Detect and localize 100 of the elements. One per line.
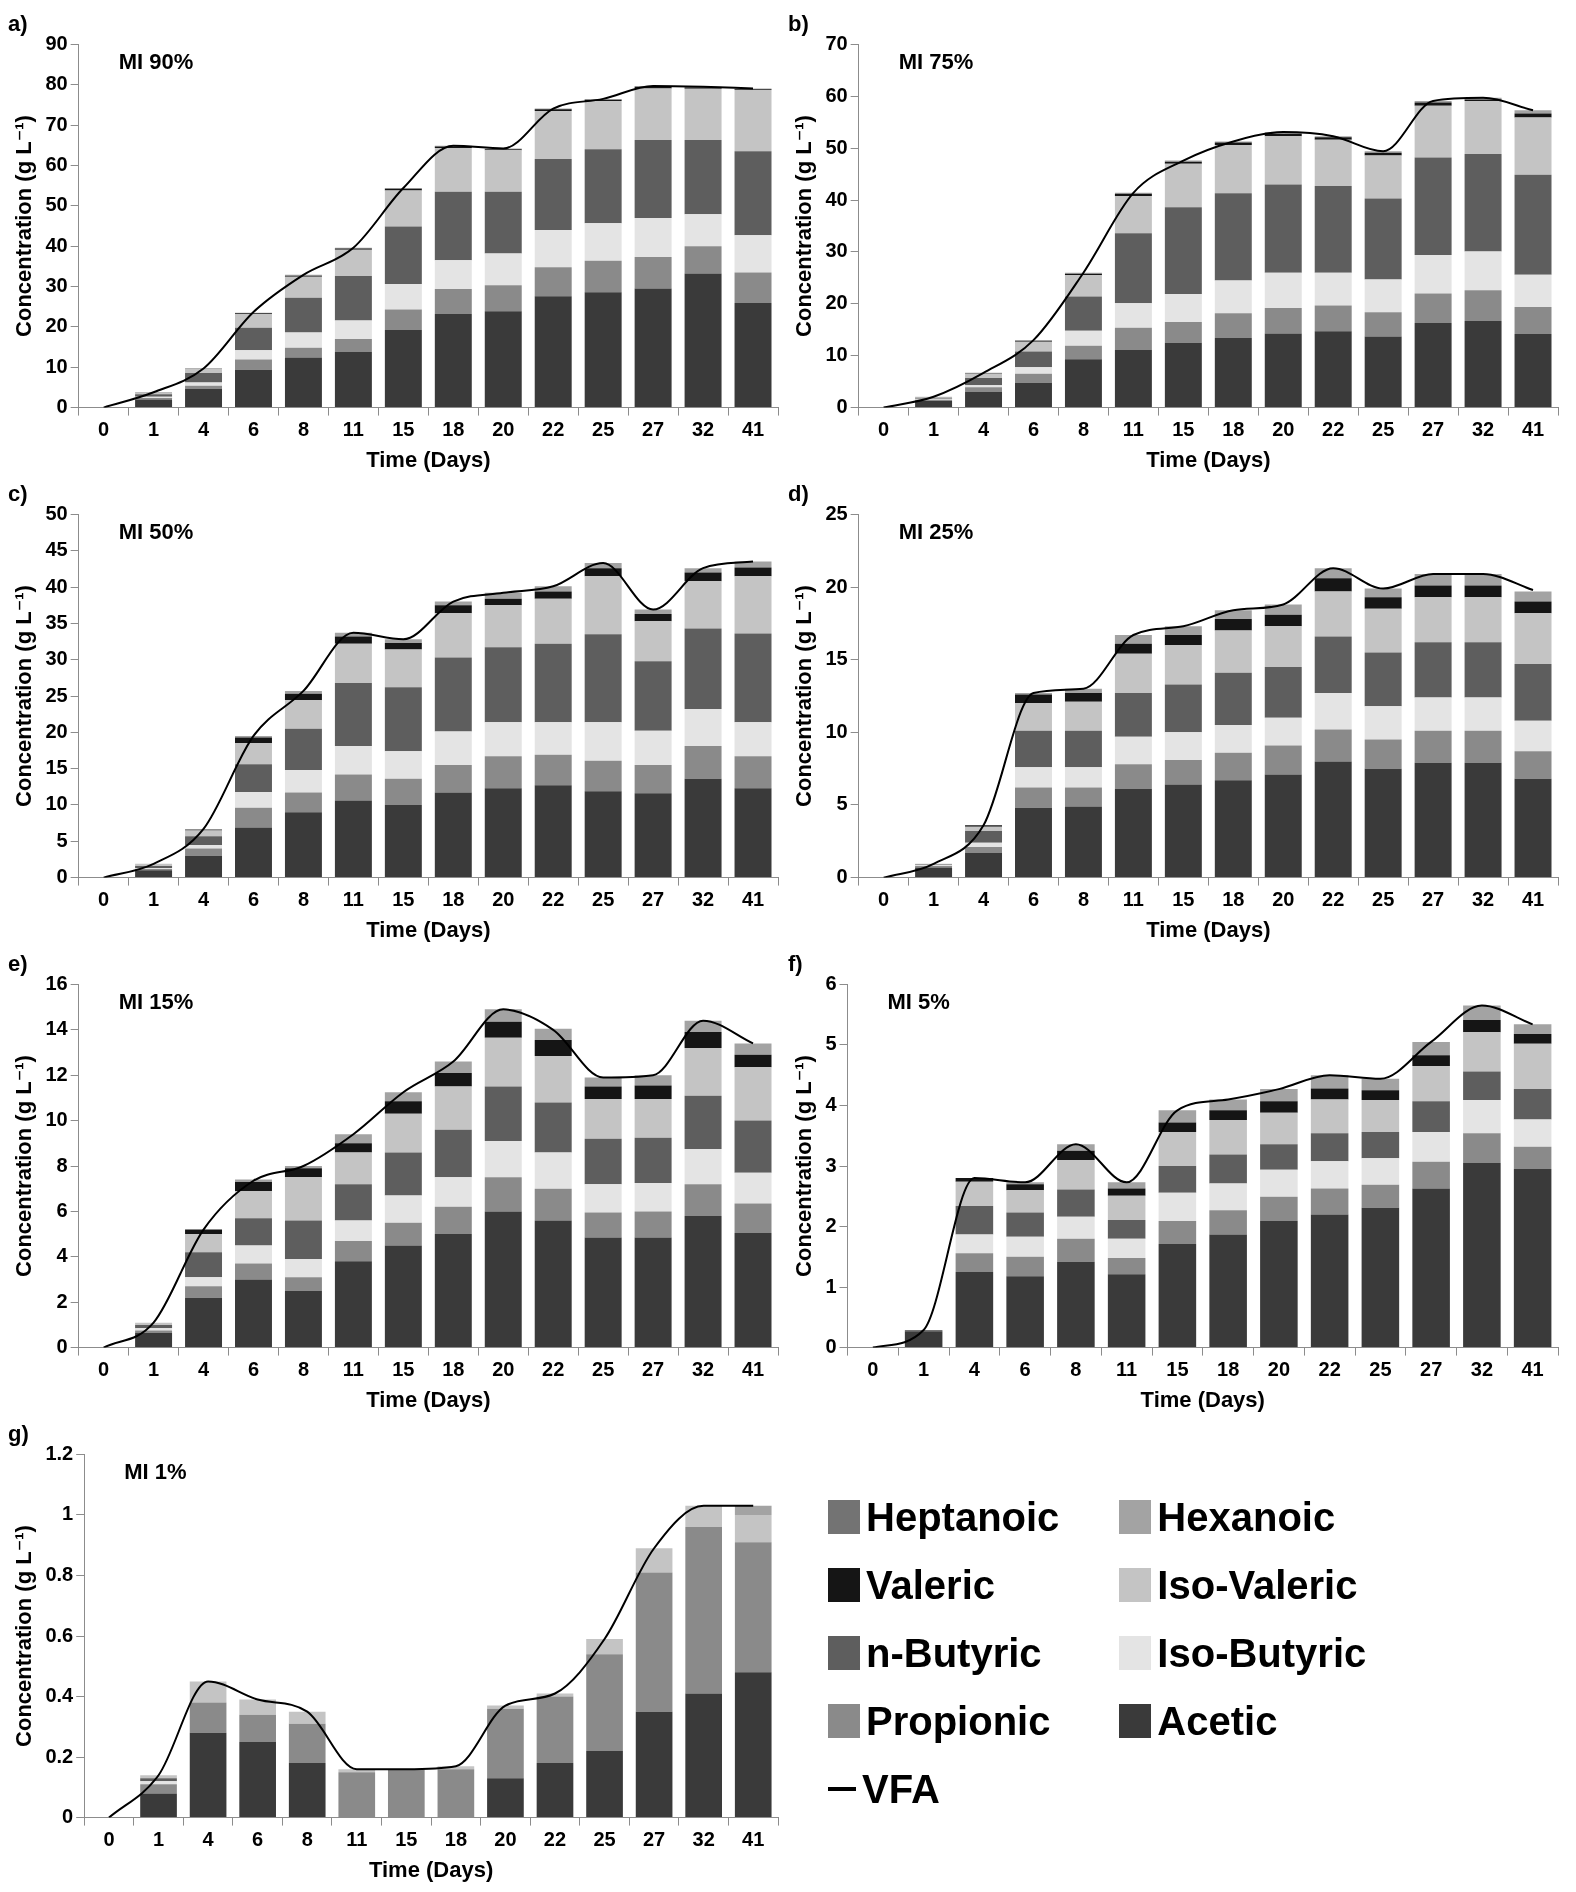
x-tick-label: 15	[392, 888, 415, 911]
x-tick-label: 0	[98, 888, 110, 911]
x-tick-label: 15	[395, 1828, 418, 1851]
y-tick-label: 2	[56, 1289, 68, 1312]
x-tick-label: 4	[197, 888, 210, 911]
x-tick-label: 20	[1272, 888, 1295, 911]
y-tick-label: 35	[45, 610, 68, 633]
x-tick-label: 41	[742, 1828, 765, 1851]
y-tick-label: 90	[45, 31, 68, 54]
chart-title: g)	[8, 1421, 29, 1447]
y-tick-label: 1	[825, 1274, 837, 1297]
y-tick-label: 0	[825, 1335, 837, 1358]
x-tick-label: 6	[1027, 888, 1040, 911]
x-tick-label: 41	[741, 418, 765, 441]
x-tick-label: 20	[492, 888, 515, 911]
y-tick-label: 0.6	[45, 1623, 74, 1646]
y-tick-label: 40	[45, 574, 68, 597]
x-tick-label: 18	[1222, 418, 1245, 441]
y-tick-label: 0	[56, 865, 68, 888]
x-tick-label: 1	[918, 1358, 930, 1381]
x-tick-label: 15	[1172, 418, 1195, 441]
x-tick-label: 32	[691, 1358, 715, 1381]
x-tick-label: 27	[1421, 888, 1445, 911]
x-tick-label: 25	[592, 418, 615, 441]
x-tick-label: 1	[148, 888, 160, 911]
legend-label: Hexanoic	[1157, 1494, 1336, 1540]
legend-label: Iso-Valeric	[1157, 1562, 1358, 1608]
x-tick-label: 27	[1421, 418, 1445, 441]
x-tick-label: 8	[297, 418, 309, 441]
x-axis-title: Time (Days)	[1146, 446, 1271, 472]
y-tick-label: 25	[45, 683, 68, 706]
x-tick-label: 6	[247, 418, 260, 441]
y-tick-label: 70	[45, 112, 68, 135]
x-tick-label: 25	[1372, 418, 1395, 441]
x-axis-title: Time (Days)	[368, 1856, 494, 1882]
x-tick-label: 27	[1420, 1358, 1443, 1381]
y-axis-title: Concentration (g L⁻¹)	[11, 115, 37, 337]
x-tick-label: 4	[968, 1358, 981, 1381]
x-tick-label: 15	[1166, 1358, 1189, 1381]
x-tick-label: 6	[247, 888, 260, 911]
y-tick-label: 20	[45, 314, 68, 337]
y-tick-label: 45	[45, 538, 68, 561]
y-tick-label: 10	[825, 343, 848, 366]
legend-label: VFA	[862, 1766, 940, 1812]
x-tick-label: 0	[98, 418, 110, 441]
y-tick-label: 20	[825, 574, 848, 597]
x-tick-label: 6	[1019, 1358, 1031, 1381]
x-tick-label: 11	[1116, 1358, 1138, 1381]
annotation: MI 90%	[118, 49, 194, 75]
x-axis-title: Time (Days)	[366, 1386, 491, 1412]
y-tick-label: 16	[45, 971, 68, 994]
y-tick-label: 10	[45, 354, 68, 377]
x-tick-label: 0	[878, 888, 890, 911]
x-tick-label: 18	[444, 1828, 467, 1851]
x-tick-label: 1	[148, 418, 160, 441]
x-tick-label: 8	[301, 1828, 313, 1851]
x-tick-label: 25	[1369, 1358, 1392, 1381]
y-tick-label: 10	[45, 792, 68, 815]
x-tick-label: 11	[1122, 418, 1144, 441]
legend-label: Acetic	[1157, 1698, 1278, 1744]
x-tick-label: 6	[252, 1828, 264, 1851]
x-tick-label: 1	[928, 888, 940, 911]
legend-label: n-Butyric	[866, 1630, 1042, 1676]
x-tick-label: 27	[642, 1828, 666, 1851]
y-tick-label: 14	[45, 1017, 69, 1040]
y-tick-label: 25	[825, 501, 848, 524]
x-tick-label: 15	[1172, 888, 1195, 911]
x-tick-label: 25	[592, 888, 615, 911]
y-tick-label: 50	[45, 501, 68, 524]
y-axis-title: Concentration (g L⁻¹)	[791, 1055, 817, 1277]
x-tick-label: 4	[202, 1828, 215, 1851]
x-tick-label: 22	[1322, 888, 1345, 911]
x-tick-label: 32	[691, 418, 715, 441]
y-axis-title: Concentration (g L⁻¹)	[11, 1055, 37, 1277]
x-tick-label: 8	[1070, 1358, 1082, 1381]
x-tick-label: 27	[641, 418, 665, 441]
y-tick-label: 0.8	[45, 1562, 74, 1585]
x-tick-label: 22	[1322, 418, 1345, 441]
x-tick-label: 0	[98, 1358, 110, 1381]
x-tick-label: 20	[492, 1358, 515, 1381]
y-tick-label: 0	[56, 1335, 68, 1358]
y-tick-label: 5	[836, 792, 848, 815]
x-tick-label: 22	[542, 1358, 565, 1381]
x-tick-label: 4	[197, 418, 210, 441]
x-tick-label: 20	[492, 418, 515, 441]
chart-title: f)	[788, 951, 803, 977]
x-tick-label: 8	[1077, 888, 1089, 911]
annotation: MI 15%	[118, 989, 194, 1015]
x-tick-label: 15	[392, 1358, 415, 1381]
y-tick-label: 10	[825, 719, 848, 742]
chart-title: d)	[788, 481, 809, 507]
y-tick-label: 10	[45, 1108, 68, 1131]
annotation: MI 50%	[118, 519, 194, 545]
y-tick-label: 6	[825, 971, 837, 994]
y-tick-label: 40	[45, 233, 68, 256]
y-tick-label: 70	[825, 31, 848, 54]
y-tick-label: 0	[62, 1805, 74, 1828]
x-tick-label: 22	[542, 888, 565, 911]
x-tick-label: 11	[342, 1358, 364, 1381]
y-tick-label: 60	[825, 83, 848, 106]
